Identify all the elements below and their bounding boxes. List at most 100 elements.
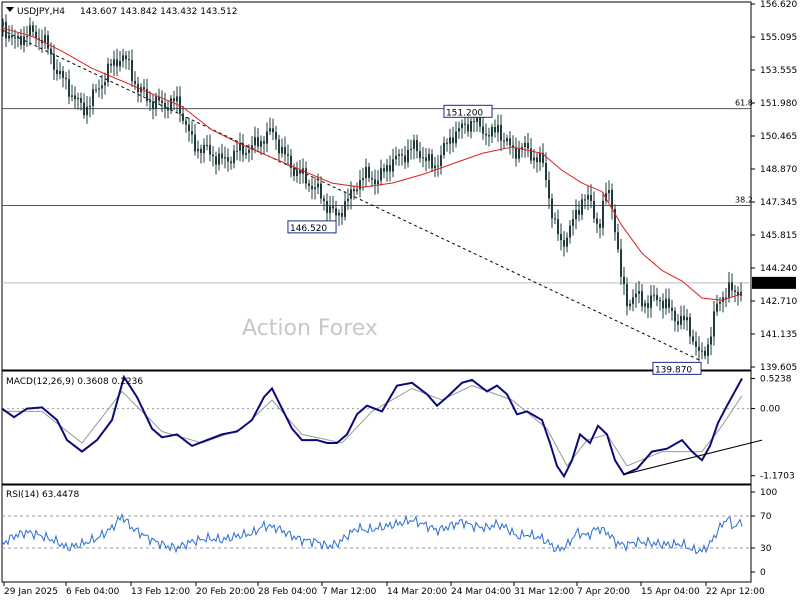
candle-body bbox=[608, 189, 610, 194]
candle-body bbox=[170, 98, 172, 111]
candle-body bbox=[284, 147, 286, 155]
candle-body bbox=[545, 162, 547, 181]
candle-body bbox=[578, 210, 580, 215]
candle-body bbox=[473, 121, 475, 123]
candle-body bbox=[368, 166, 370, 178]
time-axis-label: 14 Mar 20:00 bbox=[387, 587, 447, 597]
candle-body bbox=[227, 157, 229, 162]
price-annotation-box bbox=[287, 220, 337, 234]
candle-body bbox=[215, 156, 217, 165]
price-axis-label: 155.095 bbox=[760, 33, 797, 43]
candle-body bbox=[371, 177, 373, 180]
candle-body bbox=[194, 134, 196, 152]
candle-body bbox=[134, 81, 136, 84]
candle-body bbox=[263, 141, 265, 144]
candle-body bbox=[287, 154, 289, 156]
symbol-dropdown-icon[interactable] bbox=[6, 7, 14, 12]
price-axis-label: 141.135 bbox=[760, 330, 797, 340]
rsi-title: RSI(14) 63.4478 bbox=[6, 490, 79, 500]
candle-body bbox=[395, 155, 397, 160]
candle-body bbox=[110, 63, 112, 66]
candle-body bbox=[650, 295, 652, 308]
candle-body bbox=[479, 115, 481, 127]
candle-body bbox=[542, 152, 544, 163]
candle-body bbox=[566, 237, 568, 247]
time-axis-label: 7 Apr 20:00 bbox=[577, 587, 630, 597]
candle-body bbox=[281, 147, 283, 154]
rsi-pane-frame bbox=[1, 484, 752, 583]
candle-body bbox=[584, 199, 586, 201]
time-axis-label: 24 Mar 04:00 bbox=[451, 587, 511, 597]
candle-body bbox=[62, 71, 64, 78]
candle-body bbox=[254, 137, 256, 146]
candle-body bbox=[8, 35, 10, 39]
candle-body bbox=[491, 127, 493, 137]
price-axis-label: 144.240 bbox=[760, 264, 797, 274]
candle-body bbox=[407, 149, 409, 163]
candle-body bbox=[638, 291, 640, 294]
candle-body bbox=[119, 60, 121, 67]
candle-body bbox=[77, 98, 79, 100]
candle-body bbox=[527, 142, 529, 149]
candle-body bbox=[74, 95, 76, 100]
candle-body bbox=[245, 152, 247, 155]
candle-body bbox=[455, 131, 457, 144]
candle-body bbox=[653, 295, 655, 297]
candle-body bbox=[206, 144, 208, 146]
candle-body bbox=[434, 165, 436, 169]
candle-body bbox=[536, 157, 538, 163]
candle-body bbox=[14, 37, 16, 39]
candle-body bbox=[155, 96, 157, 109]
candle-body bbox=[422, 157, 424, 159]
candle-body bbox=[188, 124, 190, 132]
candle-body bbox=[659, 300, 661, 302]
candle-body bbox=[572, 219, 574, 226]
candle-body bbox=[644, 303, 646, 307]
candle-body bbox=[458, 128, 460, 132]
candle-body bbox=[164, 102, 166, 108]
candle-body bbox=[401, 154, 403, 156]
candle-body bbox=[446, 142, 448, 144]
candle-body bbox=[278, 139, 280, 154]
candle-body bbox=[443, 142, 445, 156]
candle-body bbox=[47, 35, 49, 49]
rsi-line bbox=[1, 512, 743, 555]
price-axis-label: 153.555 bbox=[760, 66, 797, 76]
price-annotation-label: 146.520 bbox=[290, 224, 327, 234]
candle-body bbox=[338, 212, 340, 216]
macd-pane-frame bbox=[1, 370, 752, 485]
candle-body bbox=[617, 232, 619, 250]
candle-body bbox=[680, 315, 682, 325]
candle-body bbox=[17, 36, 19, 39]
candle-body bbox=[539, 152, 541, 163]
candle-body bbox=[392, 159, 394, 172]
candle-body bbox=[161, 100, 163, 103]
candle-body bbox=[683, 315, 685, 321]
candle-body bbox=[563, 240, 565, 247]
candle-body bbox=[341, 212, 343, 217]
candle-body bbox=[593, 200, 595, 219]
candle-body bbox=[344, 201, 346, 217]
candle-body bbox=[356, 189, 358, 192]
candle-body bbox=[314, 187, 316, 190]
candle-body bbox=[308, 183, 310, 186]
candle-body bbox=[713, 311, 715, 337]
rsi-axis-label: 100 bbox=[760, 488, 777, 498]
time-axis-label: 20 Feb 20:00 bbox=[196, 587, 255, 597]
candle-body bbox=[374, 179, 376, 185]
candle-body bbox=[125, 55, 127, 60]
candle-body bbox=[101, 85, 103, 89]
rsi-axis-label: 30 bbox=[760, 544, 772, 554]
candle-body bbox=[509, 138, 511, 146]
candle-body bbox=[197, 148, 199, 152]
price-axis-label: 148.870 bbox=[760, 165, 797, 175]
candle-body bbox=[647, 303, 649, 308]
candle-body bbox=[269, 128, 271, 132]
candle-body bbox=[92, 89, 94, 106]
candle-body bbox=[59, 71, 61, 75]
candle-body bbox=[173, 98, 175, 102]
candle-body bbox=[143, 87, 145, 90]
candle-body bbox=[317, 183, 319, 188]
time-axis-label: 15 Apr 04:00 bbox=[641, 587, 700, 597]
